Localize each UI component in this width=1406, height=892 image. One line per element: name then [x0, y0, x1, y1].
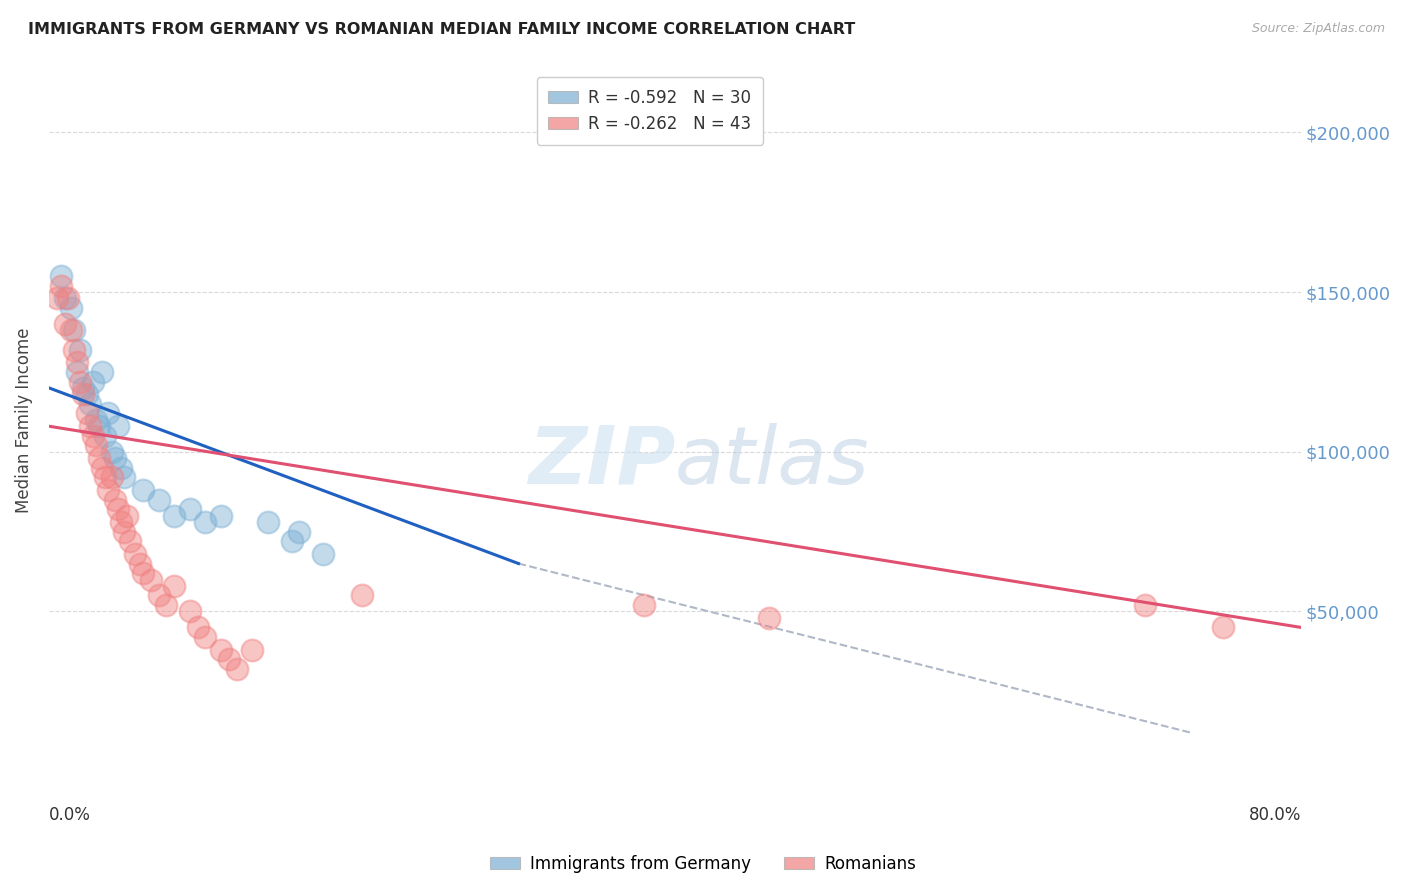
Point — [148, 589, 170, 603]
Point — [76, 387, 98, 401]
Point — [59, 323, 82, 337]
Point — [107, 419, 129, 434]
Legend: R = -0.592   N = 30, R = -0.262   N = 43: R = -0.592 N = 30, R = -0.262 N = 43 — [537, 77, 763, 145]
Point — [82, 375, 104, 389]
Point — [163, 508, 186, 523]
Text: IMMIGRANTS FROM GERMANY VS ROMANIAN MEDIAN FAMILY INCOME CORRELATION CHART: IMMIGRANTS FROM GERMANY VS ROMANIAN MEDI… — [28, 22, 855, 37]
Point — [209, 642, 232, 657]
Point — [72, 381, 94, 395]
Point — [56, 292, 79, 306]
Point — [100, 470, 122, 484]
Point — [139, 573, 162, 587]
Legend: Immigrants from Germany, Romanians: Immigrants from Germany, Romanians — [484, 848, 922, 880]
Point — [87, 419, 110, 434]
Point — [104, 492, 127, 507]
Point — [194, 515, 217, 529]
Point — [257, 515, 280, 529]
Point — [79, 419, 101, 434]
Point — [280, 534, 302, 549]
Point — [82, 429, 104, 443]
Point — [124, 547, 146, 561]
Point — [72, 387, 94, 401]
Point — [84, 438, 107, 452]
Text: Source: ZipAtlas.com: Source: ZipAtlas.com — [1251, 22, 1385, 36]
Point — [120, 534, 142, 549]
Point — [53, 317, 76, 331]
Point — [45, 292, 67, 306]
Point — [76, 406, 98, 420]
Point — [63, 343, 86, 357]
Point — [187, 620, 209, 634]
Point — [69, 375, 91, 389]
Point — [350, 589, 373, 603]
Point — [112, 470, 135, 484]
Point — [59, 301, 82, 315]
Point — [112, 524, 135, 539]
Point — [97, 483, 120, 497]
Text: 80.0%: 80.0% — [1249, 806, 1301, 824]
Point — [66, 355, 89, 369]
Point — [1133, 598, 1156, 612]
Point — [110, 515, 132, 529]
Point — [758, 611, 780, 625]
Point — [97, 406, 120, 420]
Point — [179, 604, 201, 618]
Point — [242, 642, 264, 657]
Point — [66, 365, 89, 379]
Point — [107, 502, 129, 516]
Point — [91, 460, 114, 475]
Point — [225, 662, 247, 676]
Point — [209, 508, 232, 523]
Point — [94, 470, 117, 484]
Point — [87, 451, 110, 466]
Point — [79, 397, 101, 411]
Point — [104, 451, 127, 466]
Point — [132, 566, 155, 581]
Point — [115, 508, 138, 523]
Point — [110, 460, 132, 475]
Point — [84, 413, 107, 427]
Point — [69, 343, 91, 357]
Point — [218, 652, 240, 666]
Point — [163, 579, 186, 593]
Text: ZIP: ZIP — [527, 423, 675, 501]
Text: 0.0%: 0.0% — [49, 806, 91, 824]
Y-axis label: Median Family Income: Median Family Income — [15, 327, 32, 513]
Point — [51, 278, 73, 293]
Point — [288, 524, 311, 539]
Point — [633, 598, 655, 612]
Point — [1212, 620, 1234, 634]
Point — [128, 557, 150, 571]
Point — [194, 630, 217, 644]
Point — [100, 444, 122, 458]
Point — [53, 292, 76, 306]
Text: atlas: atlas — [675, 423, 870, 501]
Point — [94, 429, 117, 443]
Point — [148, 492, 170, 507]
Point — [179, 502, 201, 516]
Point — [312, 547, 335, 561]
Point — [132, 483, 155, 497]
Point — [155, 598, 177, 612]
Point — [91, 365, 114, 379]
Point — [51, 269, 73, 284]
Point — [63, 323, 86, 337]
